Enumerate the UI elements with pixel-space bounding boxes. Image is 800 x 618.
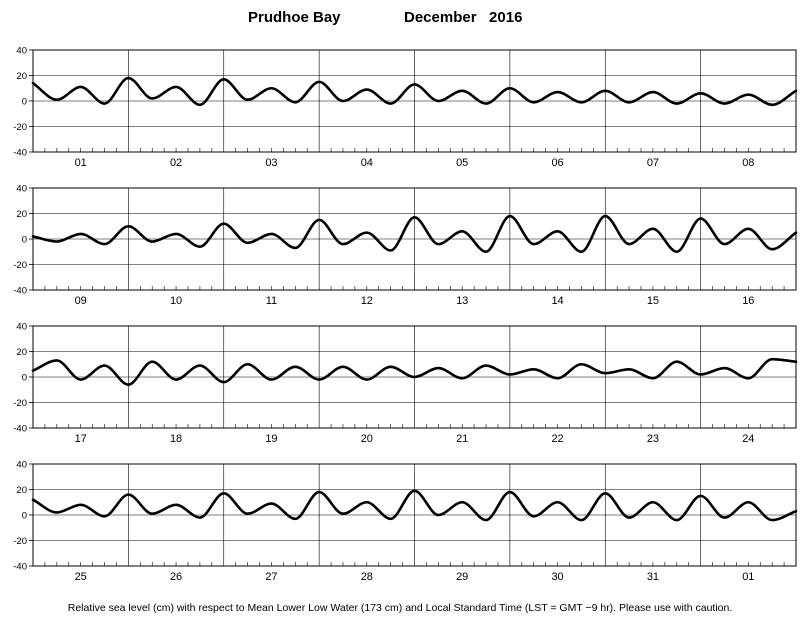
day-label: 10 (170, 295, 182, 307)
tide-series-line (31, 214, 798, 254)
panel-2: -40 -20 0 20 40 09 10 11 12 13 14 15 16 (13, 184, 798, 307)
day-label: 31 (647, 571, 659, 583)
footnote: Relative sea level (cm) with respect to … (68, 602, 733, 614)
day-label: 03 (265, 157, 277, 169)
period-title: December 2016 (404, 9, 522, 26)
panel-4: -40 -20 0 20 40 25 26 27 28 29 30 31 01 (13, 460, 798, 583)
y-tick-label: 40 (16, 322, 27, 333)
day-label: 07 (647, 157, 659, 169)
y-tick-label: 40 (16, 46, 27, 57)
day-label: 20 (361, 433, 373, 445)
day-label: 05 (456, 157, 468, 169)
tide-series-line (31, 76, 798, 107)
y-tick-label: 20 (16, 71, 27, 82)
day-label: 30 (551, 571, 563, 583)
y-tick-label: 40 (16, 460, 27, 471)
day-label: 23 (647, 433, 659, 445)
day-label: 29 (456, 571, 468, 583)
y-tick-label: 40 (16, 184, 27, 195)
day-label: 02 (170, 157, 182, 169)
day-label: 22 (551, 433, 563, 445)
day-label: 24 (742, 433, 754, 445)
day-label: 21 (456, 433, 468, 445)
y-tick-label: 0 (22, 235, 27, 246)
y-tick-label: 20 (16, 347, 27, 358)
tide-series-line (31, 357, 798, 386)
day-label: 12 (361, 295, 373, 307)
day-label: 01 (75, 157, 87, 169)
station-title: Prudhoe Bay (248, 9, 341, 26)
day-label: 16 (742, 295, 754, 307)
tide-series-line (31, 489, 798, 522)
day-label: 06 (551, 157, 563, 169)
panel-1: -40 -20 0 20 40 01 02 03 04 05 06 07 08 (13, 46, 798, 169)
panel-3: -40 -20 0 20 40 17 18 19 20 21 22 23 24 (13, 322, 798, 445)
y-tick-label: 0 (22, 97, 27, 108)
y-tick-label: -20 (13, 122, 27, 133)
y-tick-label: -20 (13, 260, 27, 271)
day-label: 04 (361, 157, 373, 169)
day-label: 14 (551, 295, 563, 307)
day-label: 13 (456, 295, 468, 307)
y-tick-label: -40 (13, 562, 27, 573)
day-label: 17 (75, 433, 87, 445)
day-label: 27 (265, 571, 277, 583)
y-tick-label: -20 (13, 398, 27, 409)
day-label: 25 (75, 571, 87, 583)
y-tick-label: -40 (13, 148, 27, 159)
y-tick-label: 20 (16, 209, 27, 220)
panels-group: -40 -20 0 20 40 01 02 03 04 05 06 07 08 -40 -20 0 20 40 09… (13, 46, 798, 583)
day-label: 11 (266, 295, 277, 307)
y-tick-label: 0 (22, 511, 27, 522)
y-tick-label: 0 (22, 373, 27, 384)
y-tick-label: -40 (13, 424, 27, 435)
day-label: 08 (742, 157, 754, 169)
y-tick-label: 20 (16, 485, 27, 496)
day-label: 09 (75, 295, 87, 307)
day-label: 18 (170, 433, 182, 445)
day-label: 15 (647, 295, 659, 307)
day-label: 26 (170, 571, 182, 583)
y-tick-label: -40 (13, 286, 27, 297)
day-label: 28 (361, 571, 373, 583)
y-tick-label: -20 (13, 536, 27, 547)
day-label: 01 (742, 571, 754, 583)
day-label: 19 (265, 433, 277, 445)
